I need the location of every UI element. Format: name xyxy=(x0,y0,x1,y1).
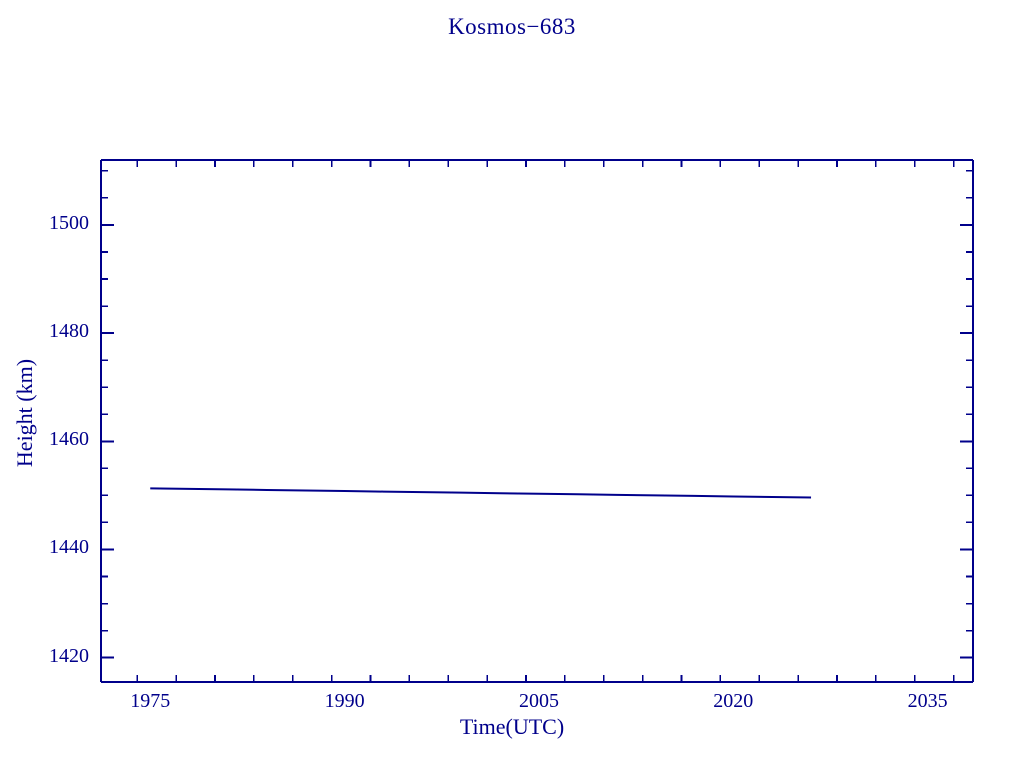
x-tick-label: 2035 xyxy=(907,690,948,712)
data-series-line xyxy=(150,487,812,499)
x-tick-label: 1990 xyxy=(324,690,365,712)
x-tick-label: 2020 xyxy=(713,690,754,712)
x-tick-label: 2005 xyxy=(518,690,559,712)
y-tick-label: 1460 xyxy=(49,428,89,451)
y-tick-label: 1440 xyxy=(49,536,89,559)
x-tick-label: 1975 xyxy=(130,690,171,712)
x-axis-title: Time(UTC) xyxy=(459,714,565,739)
y-tick-label: 1420 xyxy=(49,644,89,667)
chart-title: Kosmos−683 xyxy=(448,14,576,39)
y-axis-title: Height (km) xyxy=(12,358,37,468)
y-tick-label: 1500 xyxy=(49,211,89,234)
y-tick-label: 1480 xyxy=(49,320,89,343)
